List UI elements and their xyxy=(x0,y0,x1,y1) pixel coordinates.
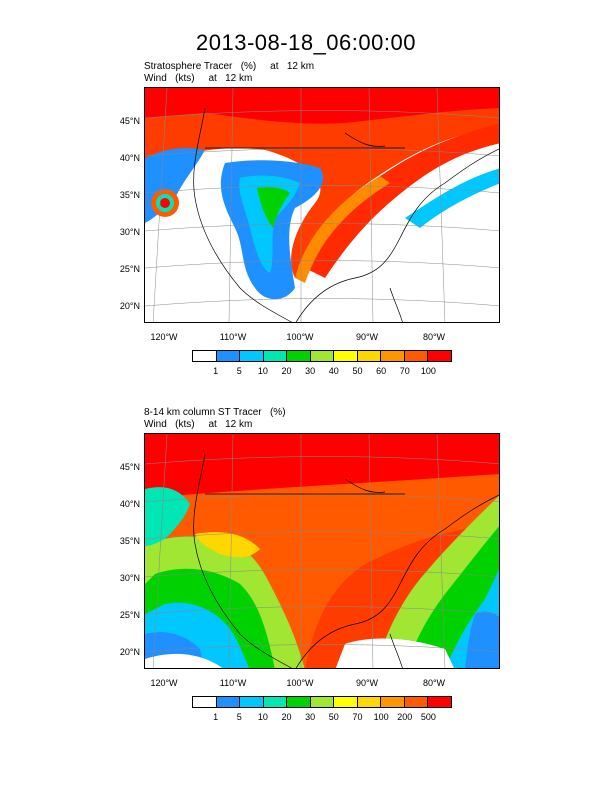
panel1-colorbar-box xyxy=(334,350,358,362)
panel1-colorbar-label: 20 xyxy=(281,366,292,376)
panel1-colorbar-box xyxy=(310,350,335,362)
panel2-lat-label: 45°N xyxy=(119,462,140,472)
panel2-colorbar-label: 100 xyxy=(373,712,389,722)
panel2-colorbar-box xyxy=(310,696,335,708)
panel1-lat-label: 40°N xyxy=(119,153,140,163)
panel2-colorbar-label: 30 xyxy=(305,712,316,722)
panel2-lon-label: 100°W xyxy=(286,678,314,688)
panel1-lat-label: 30°N xyxy=(119,227,140,237)
panel2-colorbar-box xyxy=(381,696,405,708)
page-title: 2013-08-18_06:00:00 xyxy=(196,30,416,55)
panel1-colorbar-box xyxy=(287,350,311,362)
panel2-colorbar-label: 20 xyxy=(281,712,292,722)
panel1-colorbar-label: 70 xyxy=(399,366,410,376)
panel1-colorbar-label: 50 xyxy=(352,366,363,376)
panel1-colorbar xyxy=(192,350,453,362)
panel1-lat-label: 35°N xyxy=(119,190,140,200)
panel2-colorbar-box xyxy=(287,696,311,708)
panel1-colorbar-label: 10 xyxy=(257,366,268,376)
panel1-colorbar-box xyxy=(240,350,264,362)
panel2-map-svg xyxy=(145,434,499,668)
panel2-lon-label: 80°W xyxy=(422,678,446,688)
panel1-lon-label: 90°W xyxy=(355,332,379,342)
panel1-lat-label: 20°N xyxy=(119,301,140,311)
panel2-lat-label: 35°N xyxy=(119,536,140,546)
panel2-colorbar-label: 70 xyxy=(352,712,363,722)
panel1-colorbar-label: 100 xyxy=(420,366,436,376)
panel2-lat-label: 25°N xyxy=(119,610,140,620)
panel1-lat-label: 45°N xyxy=(119,116,140,126)
panel1-colorbar-box xyxy=(357,350,382,362)
panel2-subtitle-line2: Wind (kts) at 12 km xyxy=(144,419,253,430)
panel2-lat-label: 20°N xyxy=(119,647,140,657)
panel1-colorbar-label: 60 xyxy=(376,366,387,376)
panel2-colorbar xyxy=(192,696,453,708)
panel1-lon-label: 80°W xyxy=(422,332,446,342)
panel1-subtitle-line2: Wind (kts) at 12 km xyxy=(144,73,253,84)
panel1-lon-label: 110°W xyxy=(219,332,247,342)
panel1-lat-label: 25°N xyxy=(119,264,140,274)
panel2-lat-label: 40°N xyxy=(119,499,140,509)
panel1-colorbar-box xyxy=(381,350,405,362)
panel1-colorbar-box xyxy=(404,350,429,362)
panel2-colorbar-label: 5 xyxy=(236,712,242,722)
panel2-colorbar-box xyxy=(216,696,241,708)
panel2-lat-label: 30°N xyxy=(119,573,140,583)
panel2-lon-label: 120°W xyxy=(150,678,178,688)
panel2-colorbar-box xyxy=(428,696,453,708)
panel1-lon-label: 120°W xyxy=(150,332,178,342)
panel2-colorbar-box xyxy=(357,696,382,708)
panel2-colorbar-label: 50 xyxy=(328,712,339,722)
panel2-colorbar-label: 500 xyxy=(420,712,436,722)
panel2-colorbar-label: 1 xyxy=(213,712,219,722)
panel2-subtitle-line1: 8-14 km column ST Tracer (%) xyxy=(144,407,286,418)
panel2-map xyxy=(144,433,500,669)
panel1-colorbar-label: 30 xyxy=(305,366,316,376)
panel1-map xyxy=(144,87,500,323)
panel1-colorbar-box xyxy=(192,350,217,362)
panel2-colorbar-label: 200 xyxy=(397,712,413,722)
panel2-colorbar-box xyxy=(192,696,217,708)
panel2-colorbar-box xyxy=(334,696,358,708)
panel1-lon-label: 100°W xyxy=(286,332,314,342)
panel1-colorbar-box xyxy=(263,350,288,362)
panel1-colorbar-box xyxy=(216,350,241,362)
panel2-colorbar-box xyxy=(240,696,264,708)
panel1-colorbar-label: 40 xyxy=(328,366,339,376)
panel1-colorbar-label: 5 xyxy=(236,366,242,376)
panel2-colorbar-box xyxy=(263,696,288,708)
panel2-colorbar-box xyxy=(404,696,429,708)
panel1-subtitle-line1: Stratosphere Tracer (%) at 12 km xyxy=(144,61,315,72)
panel2-lon-label: 110°W xyxy=(219,678,247,688)
panel2-lon-label: 90°W xyxy=(355,678,379,688)
panel1-colorbar-box xyxy=(428,350,453,362)
panel1-colorbar-label: 1 xyxy=(213,366,219,376)
panel2-colorbar-label: 10 xyxy=(257,712,268,722)
panel1-map-svg xyxy=(145,88,499,322)
